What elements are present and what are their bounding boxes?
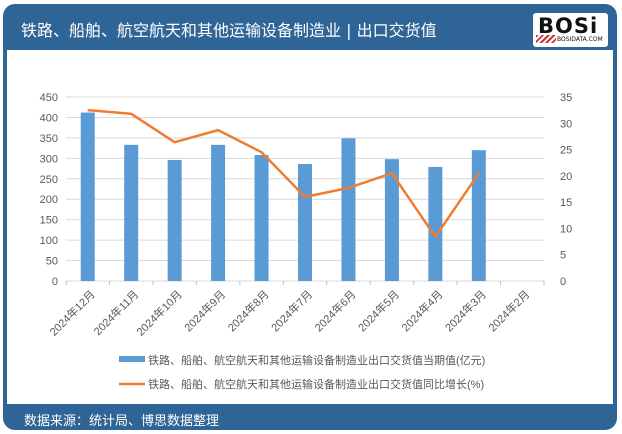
x-axis-label: 2024年3月 (442, 287, 489, 334)
legend-bar-swatch (119, 356, 145, 362)
left-axis-tick: 150 (40, 215, 58, 227)
header: 铁路、船舶、航空航天和其他运输设备制造业 | 出口交货值 BOSi BOSIDA… (3, 4, 617, 50)
bar (167, 159, 182, 281)
logo-stripe-icon (536, 35, 556, 43)
x-axis-label: 2024年6月 (311, 287, 358, 334)
chart-panel: 0 50 100 150 200 250 300 350 400 450 0 5 10 15 20 25 30 3… (7, 50, 613, 404)
left-axis-tick: 0 (52, 276, 58, 288)
left-axis-tick: 300 (40, 153, 58, 165)
x-axis-label: 2024年7月 (268, 287, 315, 334)
x-axis-label: 2024年12月 (46, 287, 97, 338)
bar (80, 112, 95, 281)
right-axis-tick: 5 (560, 250, 566, 262)
page-title: 铁路、船舶、航空航天和其他运输设备制造业 | 出口交货值 (21, 21, 437, 40)
legend-line-label: 铁路、船舶、航空航天和其他运输设备制造业出口交货值同比增长(%) (148, 377, 484, 391)
bar (211, 144, 226, 281)
right-axis-tick: 0 (560, 276, 566, 288)
left-axis-tick: 350 (40, 133, 58, 145)
bar (428, 166, 443, 281)
x-axis-label: 2024年4月 (398, 287, 445, 334)
bosi-logo: BOSi BOSIDATA.COM (533, 13, 608, 47)
bar (384, 159, 399, 281)
right-axis-tick: 25 (560, 145, 572, 157)
logo-text: BOSi (538, 14, 599, 38)
x-axis-label: 2024年5月 (355, 287, 402, 334)
bar (298, 164, 312, 281)
right-axis-tick: 35 (560, 92, 572, 104)
left-axis-tick: 250 (40, 174, 58, 186)
growth-line (87, 108, 480, 239)
x-axis-label: 2024年9月 (181, 287, 228, 334)
footer: 数据来源：统计局、博思数据整理 (3, 404, 617, 430)
left-axis-tick: 50 (46, 256, 58, 268)
left-axis-tick: 450 (40, 92, 58, 104)
right-axis-tick: 20 (560, 171, 572, 183)
left-axis-tick: 100 (40, 235, 58, 247)
logo-subtext: BOSIDATA.COM (557, 36, 603, 43)
right-axis-tick: 10 (560, 223, 572, 235)
combo-chart: 0 50 100 150 200 250 300 350 400 450 0 5 10 15 20 25 30 3… (40, 92, 573, 391)
bar (124, 144, 139, 281)
bar (471, 150, 486, 281)
legend-bar-label: 铁路、船舶、航空航天和其他运输设备制造业出口交货值当期值(亿元) (148, 353, 485, 367)
bar (341, 138, 356, 281)
bar (254, 155, 269, 281)
right-axis-tick: 30 (560, 118, 572, 130)
data-source: 数据来源：统计局、博思数据整理 (24, 414, 220, 429)
x-axis-label: 2024年10月 (133, 287, 184, 338)
x-axis-label: 2024年8月 (225, 287, 272, 334)
left-axis-tick: 400 (40, 112, 58, 124)
x-axis-label: 2024年2月 (485, 287, 532, 334)
left-axis-tick: 200 (40, 194, 58, 206)
right-axis-tick: 15 (560, 197, 572, 209)
